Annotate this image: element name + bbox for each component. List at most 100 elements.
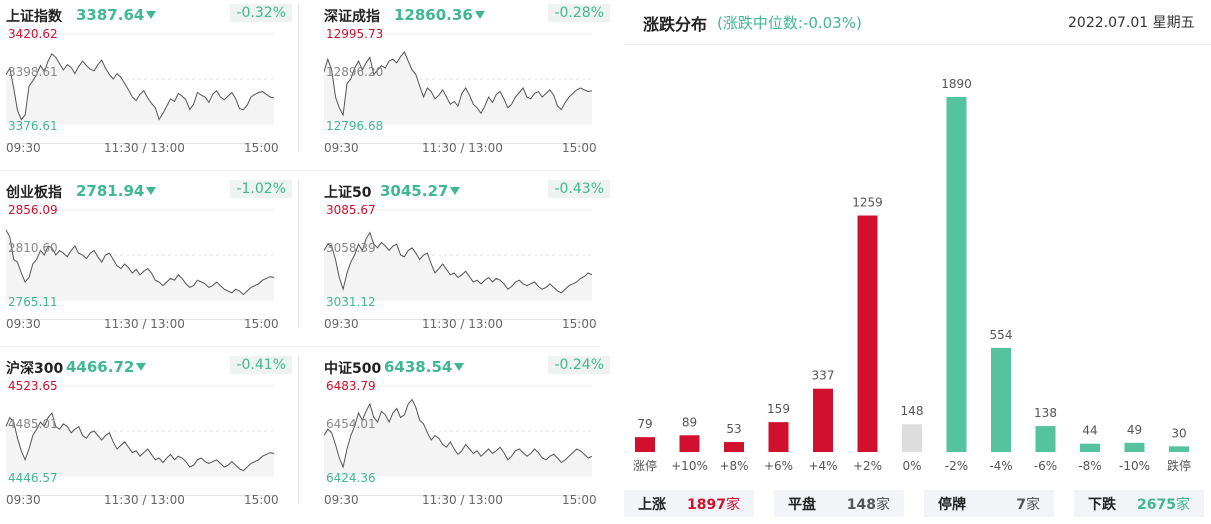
summary-flat-value: 148 xyxy=(846,497,876,513)
bar-category-label: +8% xyxy=(719,459,748,473)
column-divider xyxy=(298,180,299,328)
header-divider xyxy=(624,44,1211,45)
summary-suspended-unit: 家 xyxy=(1026,497,1040,513)
index-change-badge: -1.02% xyxy=(230,180,292,198)
distribution-bar[interactable] xyxy=(679,435,700,452)
distribution-bar[interactable] xyxy=(1035,426,1056,452)
index-high-label: 6483.79 xyxy=(326,379,376,393)
index-value-text: 4466.72 xyxy=(66,358,135,376)
index-mid-label: 12896.20 xyxy=(326,65,384,79)
sparkline-area xyxy=(324,232,592,300)
bar-value-label: 49 xyxy=(1127,423,1142,437)
down-arrow-icon xyxy=(146,11,157,19)
bar-value-label: 138 xyxy=(1034,406,1057,420)
index-value-text: 3387.64 xyxy=(76,6,145,24)
index-value-text: 6438.54 xyxy=(384,358,453,376)
sparkline-area xyxy=(324,399,592,476)
sparkline-area xyxy=(6,413,274,476)
index-card-sz50[interactable]: 上证50 3045.27 -0.43% 3085.67 3058.39 3031.12 09… xyxy=(324,176,612,340)
distribution-bar[interactable] xyxy=(724,442,744,452)
distribution-bar[interactable] xyxy=(635,437,655,452)
distribution-bar[interactable] xyxy=(1169,446,1189,452)
bar-category-label: -8% xyxy=(1078,459,1101,473)
bar-category-label: -10% xyxy=(1119,459,1150,473)
distribution-bar[interactable] xyxy=(902,424,922,452)
bar-category-label: +2% xyxy=(853,459,882,473)
time-close-label: 15:00 xyxy=(562,141,597,155)
time-close-label: 15:00 xyxy=(244,317,279,331)
time-open-label: 09:30 xyxy=(324,317,359,331)
bar-value-label: 337 xyxy=(812,369,835,383)
distribution-bar[interactable] xyxy=(1124,442,1145,452)
index-low-label: 6424.36 xyxy=(326,471,376,485)
down-arrow-icon xyxy=(450,187,461,195)
sparkline-price-line xyxy=(6,229,274,296)
index-value: 3045.27 xyxy=(380,182,461,200)
index-high-label: 4523.65 xyxy=(8,379,58,393)
index-header: 深证成指 12860.36 -0.28% xyxy=(324,4,612,26)
bar-category-label: -4% xyxy=(989,459,1012,473)
index-value: 3387.64 xyxy=(76,6,157,24)
bar-category-label: +6% xyxy=(764,459,793,473)
time-mid-label: 11:30 / 13:00 xyxy=(422,317,503,331)
time-mid-label: 11:30 / 13:00 xyxy=(422,493,503,507)
summary-up-value: 1897 xyxy=(687,497,726,513)
bar-value-label: 1890 xyxy=(941,77,972,91)
index-header: 沪深300 4466.72 -0.41% xyxy=(6,356,294,378)
distribution-bar[interactable] xyxy=(946,97,967,452)
down-arrow-icon xyxy=(474,11,485,19)
column-divider xyxy=(298,4,299,152)
sparkline-price-line xyxy=(6,52,274,121)
row-divider xyxy=(0,170,600,171)
summary-flat: 平盘 148家 xyxy=(774,490,904,517)
index-value: 4466.72 xyxy=(66,358,147,376)
index-header: 上证指数 3387.64 -0.32% xyxy=(6,4,294,26)
sparkline-area xyxy=(6,229,274,300)
time-open-label: 09:30 xyxy=(6,141,41,155)
index-name: 上证指数 xyxy=(6,9,62,25)
summary-down-label: 下跌 xyxy=(1088,497,1116,513)
summary-down-unit: 家 xyxy=(1176,497,1190,513)
bar-category-label: 涨停 xyxy=(633,458,657,473)
time-close-label: 15:00 xyxy=(562,493,597,507)
index-low-label: 3376.61 xyxy=(8,119,58,133)
index-card-zz500[interactable]: 中证500 6438.54 -0.24% 6483.79 6454.01 6424.36 0… xyxy=(324,352,612,516)
distribution-bar[interactable] xyxy=(813,388,833,452)
row-divider xyxy=(0,346,600,347)
intraday-sparkline xyxy=(324,385,592,496)
down-arrow-icon xyxy=(136,363,147,371)
index-card-sh[interactable]: 上证指数 3387.64 -0.32% 3420.62 3398.61 3376.61 09… xyxy=(6,0,294,164)
summary-flat-label: 平盘 xyxy=(788,497,816,513)
distribution-bar[interactable] xyxy=(768,422,789,452)
index-mid-label: 3398.61 xyxy=(8,65,58,79)
index-low-label: 2765.11 xyxy=(8,295,58,309)
summary-suspended-label: 停牌 xyxy=(938,497,966,513)
index-card-hs300[interactable]: 沪深300 4466.72 -0.41% 4523.65 4485.01 4446.57 0… xyxy=(6,352,294,516)
time-close-label: 15:00 xyxy=(244,493,279,507)
index-high-label: 3420.62 xyxy=(8,27,58,41)
distribution-bar[interactable] xyxy=(1080,443,1100,452)
index-low-label: 3031.12 xyxy=(326,295,376,309)
bar-value-label: 53 xyxy=(726,422,741,436)
time-open-label: 09:30 xyxy=(324,141,359,155)
index-name: 上证50 xyxy=(324,185,372,201)
down-arrow-icon xyxy=(146,187,157,195)
index-card-cyb[interactable]: 创业板指 2781.94 -1.02% 2856.09 2810.60 2765.11 09… xyxy=(6,176,294,340)
index-high-label: 3085.67 xyxy=(326,203,376,217)
bar-category-label: 跌停 xyxy=(1167,458,1191,473)
index-value: 6438.54 xyxy=(384,358,465,376)
bar-category-label: -6% xyxy=(1034,459,1057,473)
distribution-bar[interactable] xyxy=(991,347,1011,452)
index-card-sz[interactable]: 深证成指 12860.36 -0.28% 12995.73 12896.20 12796.… xyxy=(324,0,612,164)
time-close-label: 15:00 xyxy=(244,141,279,155)
intraday-sparkline xyxy=(324,33,592,144)
sparkline-price-line xyxy=(324,398,592,469)
summary-up-label: 上涨 xyxy=(638,497,666,513)
distribution-bar[interactable] xyxy=(857,215,878,452)
intraday-sparkline xyxy=(6,33,274,144)
index-mid-label: 6454.01 xyxy=(326,417,376,431)
distribution-bar-chart: 79 涨停 89 +10% 53 +8% 159 +6% 337 +4% 1259 +2% 148 0% 1… xyxy=(633,77,1191,473)
time-mid-label: 11:30 / 13:00 xyxy=(104,141,185,155)
index-value-text: 12860.36 xyxy=(394,6,473,24)
sparkline-price-line xyxy=(324,231,592,294)
